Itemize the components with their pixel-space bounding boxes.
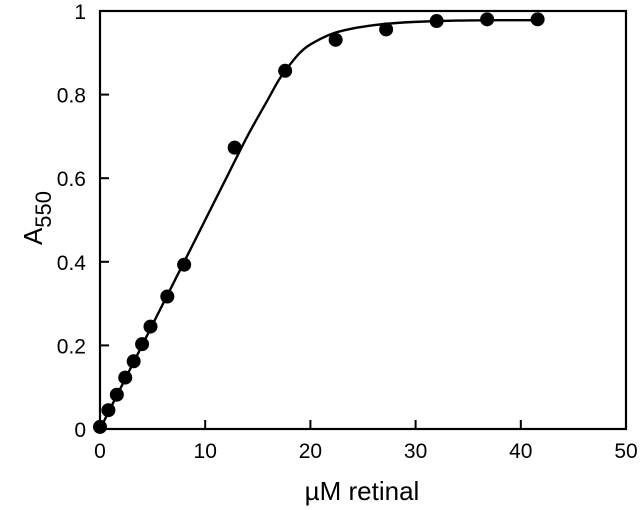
data-point <box>429 14 444 29</box>
fit-curve-layer <box>98 18 542 430</box>
x-tick-label: 10 <box>194 440 217 463</box>
data-point <box>143 319 158 334</box>
data-points <box>93 12 545 434</box>
y-axis-title-subscript: 550 <box>31 191 56 228</box>
x-tick-label: 0 <box>94 440 106 463</box>
data-point <box>177 257 192 272</box>
y-axis-title: A550 <box>18 191 56 245</box>
fit-curve <box>98 18 542 430</box>
data-point <box>328 32 343 47</box>
x-tick-label: 40 <box>509 440 532 463</box>
data-point <box>135 337 150 352</box>
x-tick-label: 50 <box>614 440 637 463</box>
data-point <box>379 22 394 37</box>
data-point <box>278 63 293 78</box>
plot-frame <box>98 9 628 431</box>
data-point <box>530 12 545 27</box>
y-tick-label: 1 <box>74 1 86 24</box>
y-tick-label: 0.8 <box>57 85 86 108</box>
data-point <box>109 387 124 402</box>
x-axis-ticks: 0 10 20 30 40 50 <box>94 420 638 463</box>
x-axis-title: µM retinal <box>305 476 420 506</box>
data-point <box>101 403 116 418</box>
x-tick-label: 30 <box>404 440 427 463</box>
y-tick-label: 0.4 <box>57 252 87 275</box>
x-tick-label: 20 <box>299 440 322 463</box>
y-tick-label: 0 <box>74 419 86 442</box>
data-point <box>227 140 242 155</box>
y-axis-title-base: A <box>18 227 48 245</box>
y-tick-label: 0.6 <box>57 168 86 191</box>
y-axis-ticks: 0 0.2 0.4 0.6 0.8 1 <box>57 1 109 442</box>
y-tick-label: 0.2 <box>57 335 86 358</box>
data-point <box>126 354 141 369</box>
data-point <box>480 12 495 27</box>
data-point <box>93 419 107 434</box>
plot-border <box>98 9 628 431</box>
data-point <box>118 370 133 385</box>
data-point <box>160 289 175 304</box>
